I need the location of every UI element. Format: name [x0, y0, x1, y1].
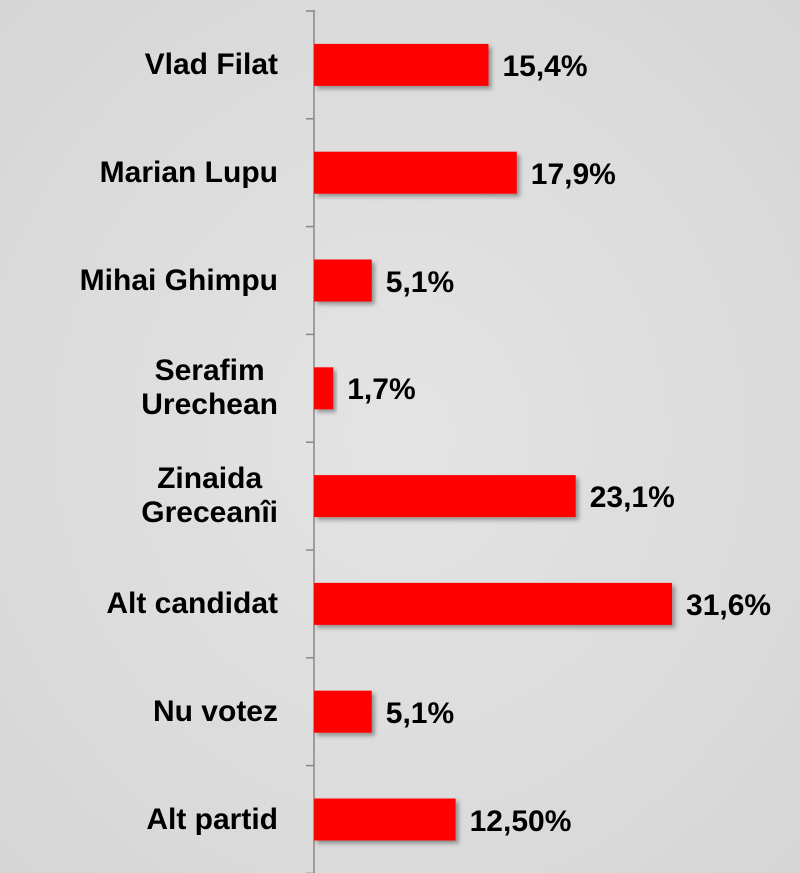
bar	[314, 798, 456, 841]
category-label: Mihai Ghimpu	[79, 263, 278, 297]
category-label: Nu votez	[152, 694, 278, 728]
category-label: Marian Lupu	[99, 155, 278, 189]
category-label: Alt candidat	[106, 586, 278, 620]
value-label: 12,50%	[469, 804, 572, 838]
category-label: Serafim Urechean	[141, 354, 278, 422]
bar	[314, 475, 576, 518]
category-label: Vlad Filat	[144, 47, 278, 81]
value-label: 1,7%	[347, 373, 416, 407]
bar	[314, 690, 372, 733]
value-label: 17,9%	[530, 157, 616, 191]
value-label: 23,1%	[589, 481, 675, 515]
category-label: Zinaida Greceanîi	[141, 462, 278, 530]
bar	[314, 43, 489, 86]
bar	[314, 367, 334, 410]
bar	[314, 582, 673, 625]
value-label: 31,6%	[686, 588, 772, 622]
category-label: Alt partid	[146, 802, 278, 836]
value-label: 5,1%	[385, 696, 455, 730]
bar	[314, 259, 372, 302]
value-label: 15,4%	[502, 49, 588, 83]
bar	[314, 151, 517, 194]
value-label: 5,1%	[385, 265, 455, 299]
